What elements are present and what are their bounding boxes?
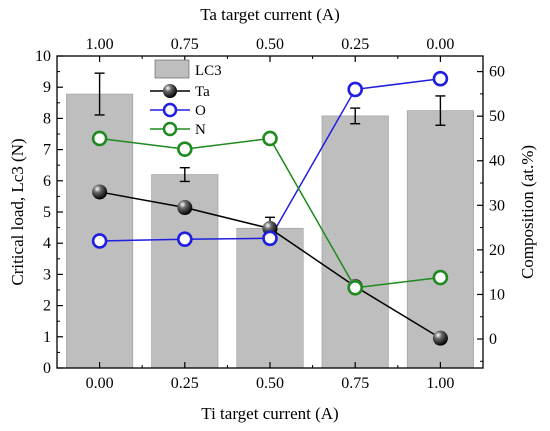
right-tick-label-0: 0 (489, 331, 497, 348)
bar-4 (406, 110, 474, 369)
right-tick-label-3: 30 (489, 197, 505, 214)
point-n-1 (177, 141, 193, 157)
point-o-1 (177, 231, 193, 247)
point-n-2 (262, 130, 278, 147)
point-n-3 (347, 279, 364, 296)
legend-label-n: N (195, 122, 206, 138)
top-axis-title: Ta target current (A) (200, 5, 340, 24)
legend-swatch-lc3 (154, 59, 190, 79)
legend-marker-n (162, 121, 178, 137)
legend: LC3 Ta O N (150, 59, 222, 138)
top-tick-label-1: 0.75 (171, 36, 199, 53)
top-axis-tick-labels: 1.00 0.75 0.50 0.25 0.00 (86, 36, 455, 53)
right-tick-label-1: 10 (489, 286, 505, 303)
legend-label-ta: Ta (195, 84, 210, 100)
left-tick-label-3: 3 (43, 266, 51, 283)
top-tick-label-4: 0.00 (426, 36, 454, 53)
bar-3 (321, 115, 389, 369)
right-axis-tick-labels: 0 10 20 30 40 50 60 (489, 64, 505, 348)
point-ta-1 (177, 200, 193, 216)
bottom-tick-label-0: 0.00 (86, 375, 114, 392)
right-axis-title: Composition (at.%) (518, 145, 537, 279)
top-tick-label-2: 0.50 (256, 36, 284, 53)
point-ta-4 (432, 330, 448, 346)
point-o-2 (262, 230, 278, 247)
left-axis-title: Critical load, Lc3 (N) (8, 138, 27, 285)
legend-label-lc3: LC3 (195, 63, 222, 79)
left-tick-label-6: 6 (43, 173, 51, 190)
bottom-tick-label-2: 0.50 (256, 375, 284, 392)
left-tick-label-2: 2 (43, 298, 51, 315)
left-tick-label-8: 8 (43, 110, 51, 127)
left-tick-label-9: 9 (43, 79, 51, 96)
left-tick-label-7: 7 (43, 142, 51, 159)
legend-label-o: O (195, 103, 206, 119)
bottom-axis-tick-labels: 0.00 0.25 0.50 0.75 1.00 (86, 375, 455, 392)
left-axis-tick-labels: 0 1 2 3 4 5 6 7 8 9 10 (35, 48, 51, 377)
right-tick-label-6: 60 (489, 64, 505, 81)
bottom-axis-title: Ti target current (A) (201, 404, 338, 423)
point-n-0 (91, 130, 108, 147)
bottom-tick-label-4: 1.00 (426, 375, 454, 392)
right-tick-label-4: 40 (489, 153, 505, 170)
legend-marker-ta (163, 84, 177, 98)
point-o-0 (91, 233, 108, 249)
left-tick-label-1: 1 (43, 329, 51, 346)
left-tick-label-5: 5 (43, 204, 51, 221)
left-tick-label-4: 4 (43, 235, 51, 252)
right-tick-label-5: 50 (489, 108, 505, 125)
legend-marker-o (162, 102, 178, 118)
top-tick-label-3: 0.25 (341, 36, 369, 53)
right-tick-label-2: 20 (489, 242, 505, 259)
bar-2 (236, 227, 304, 369)
left-tick-label-10: 10 (35, 48, 51, 65)
top-tick-label-0: 1.00 (86, 36, 114, 53)
point-o-3 (347, 81, 364, 98)
left-tick-label-0: 0 (43, 360, 51, 377)
axis-ticks (57, 55, 483, 369)
point-ta-0 (92, 184, 108, 200)
error-bars (94, 72, 446, 240)
point-n-4 (432, 269, 449, 286)
series-markers (91, 70, 449, 346)
bottom-tick-label-3: 0.75 (341, 375, 369, 392)
point-o-4 (432, 70, 449, 87)
bottom-tick-label-1: 0.25 (171, 375, 199, 392)
